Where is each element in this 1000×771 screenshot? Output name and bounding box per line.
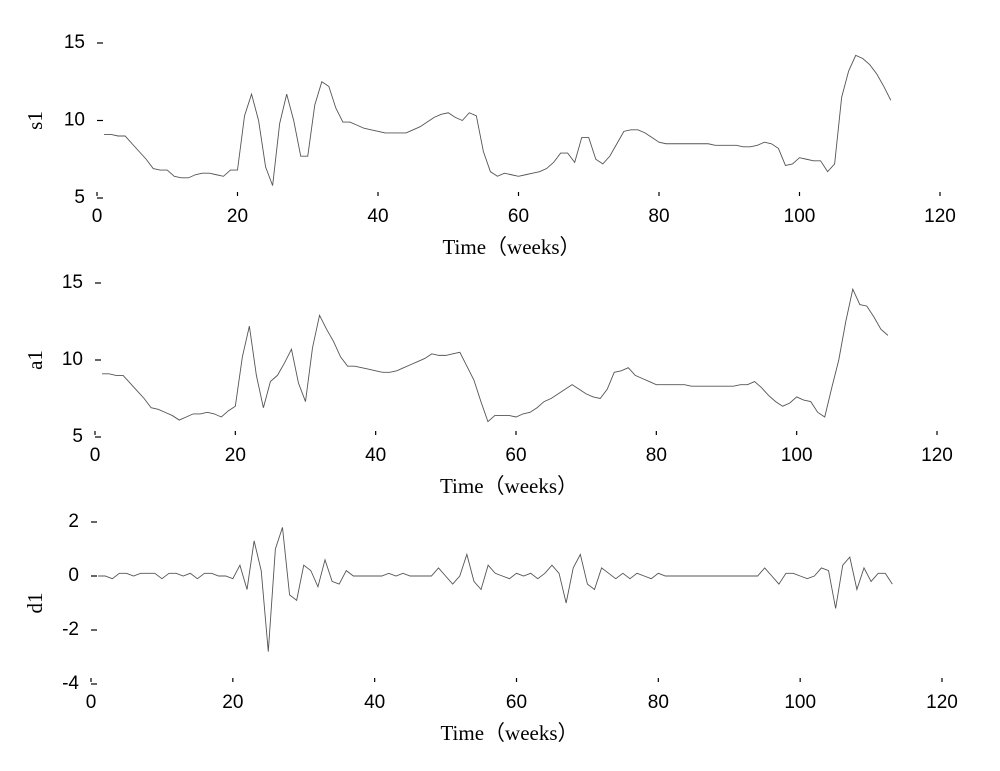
- y-tick-label: 2: [68, 511, 79, 532]
- y-tick-label: 15: [64, 32, 85, 53]
- y-axis-label: s1: [23, 111, 47, 130]
- x-tick-label: 80: [648, 692, 669, 713]
- x-tick-label: 20: [222, 692, 243, 713]
- y-tick-label: 10: [64, 110, 85, 131]
- x-tick-label: 40: [367, 206, 388, 227]
- x-axis-label: Time（weeks）: [440, 721, 578, 745]
- y-axis-label: a1: [23, 350, 47, 370]
- y-tick-label: 10: [62, 349, 83, 370]
- x-tick-label: 20: [225, 445, 246, 466]
- x-tick-label: 100: [784, 692, 816, 713]
- data-line: [98, 527, 893, 652]
- x-axis-label: Time（weeks）: [442, 235, 580, 259]
- data-line: [104, 54, 892, 186]
- x-tick-label: 0: [92, 206, 103, 227]
- x-tick-label: 0: [90, 445, 101, 466]
- x-tick-label: 80: [648, 206, 669, 227]
- y-axis-label: d1: [23, 593, 47, 614]
- x-tick-label: 40: [365, 445, 386, 466]
- x-tick-label: 40: [364, 692, 385, 713]
- x-tick-label: 80: [646, 445, 667, 466]
- y-tick-label: -4: [62, 673, 79, 694]
- y-tick-label: -2: [62, 619, 79, 640]
- x-tick-label: 0: [86, 692, 97, 713]
- x-tick-label: 60: [505, 445, 526, 466]
- y-tick-label: 0: [68, 565, 79, 586]
- x-axis-label: Time（weeks）: [440, 474, 578, 498]
- x-tick-label: 60: [508, 206, 529, 227]
- x-tick-label: 120: [924, 206, 956, 227]
- x-tick-label: 120: [926, 692, 958, 713]
- y-tick-label: 15: [62, 272, 83, 293]
- y-tick-label: 5: [74, 187, 85, 208]
- x-tick-label: 100: [781, 445, 813, 466]
- data-line: [102, 287, 889, 423]
- x-tick-label: 120: [921, 445, 953, 466]
- x-tick-label: 60: [506, 692, 527, 713]
- x-tick-label: 100: [784, 206, 816, 227]
- x-tick-label: 20: [227, 206, 248, 227]
- y-tick-label: 5: [72, 426, 83, 447]
